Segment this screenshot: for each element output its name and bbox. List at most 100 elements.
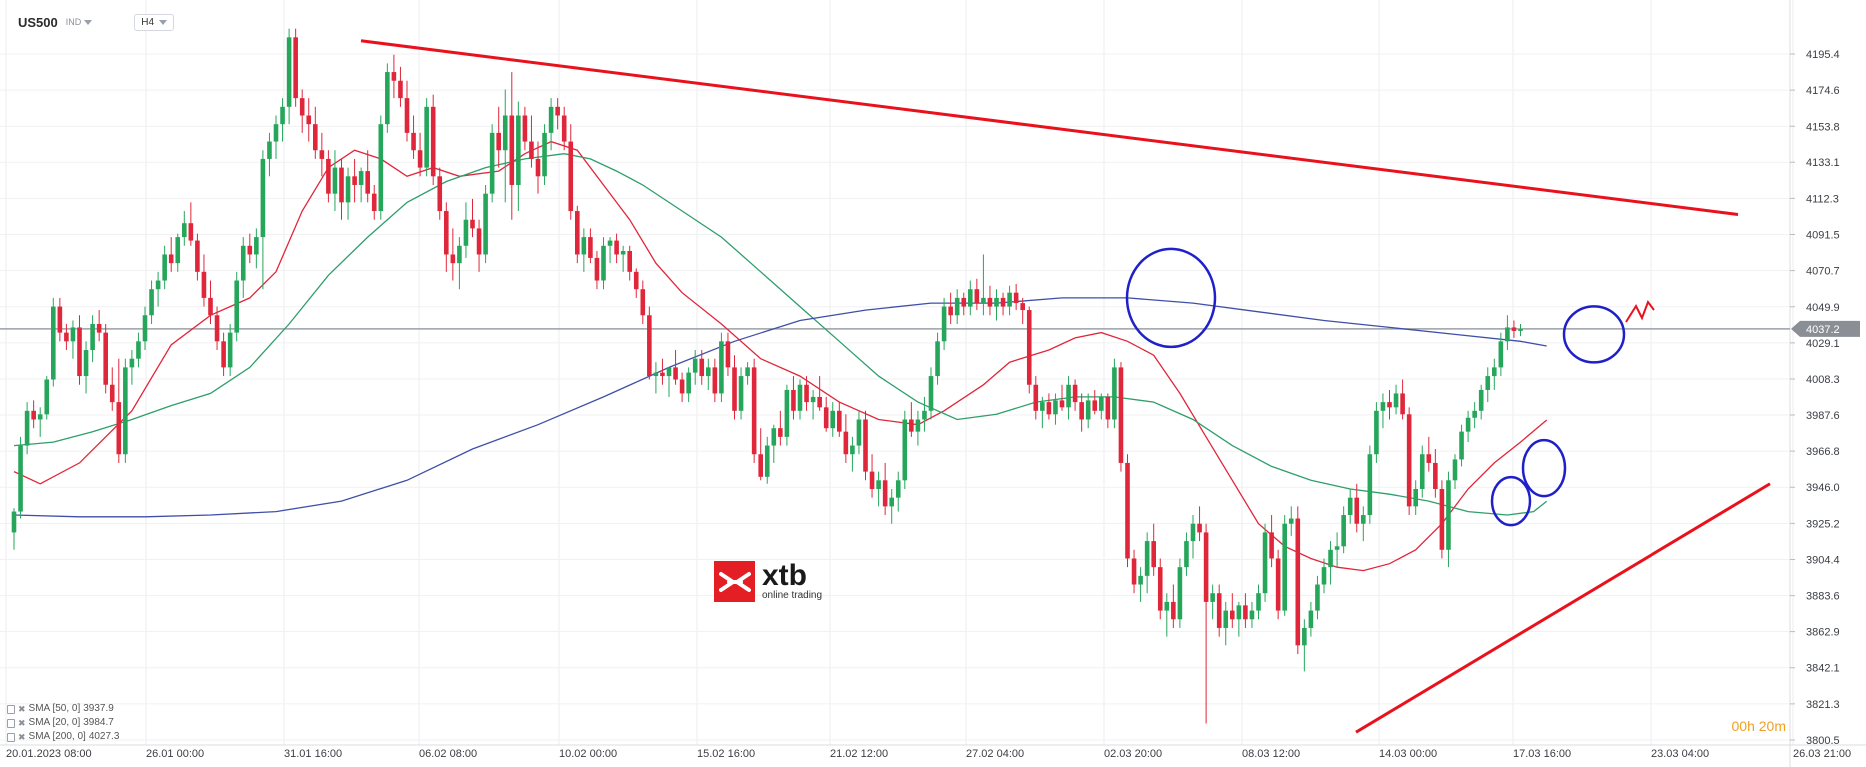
candle[interactable]: [424, 98, 429, 177]
candle[interactable]: [129, 350, 135, 385]
resistance-trendline[interactable]: [360, 39, 1739, 217]
candle[interactable]: [286, 28, 292, 125]
candle[interactable]: [699, 350, 705, 385]
candle[interactable]: [1354, 483, 1360, 533]
candle[interactable]: [221, 332, 226, 377]
candle[interactable]: [1210, 584, 1215, 620]
candle[interactable]: [470, 198, 475, 238]
settings-icon[interactable]: [7, 718, 15, 728]
candle[interactable]: [1230, 593, 1235, 628]
candle[interactable]: [378, 115, 384, 220]
candle[interactable]: [1026, 306, 1032, 394]
candle[interactable]: [70, 320, 76, 359]
candle[interactable]: [1262, 523, 1268, 602]
candle[interactable]: [568, 124, 574, 220]
legend-item-sma50[interactable]: ✖ SMA [50, 0] 3937.9: [7, 702, 119, 716]
candle[interactable]: [444, 202, 449, 272]
candle[interactable]: [1400, 379, 1405, 420]
candle[interactable]: [391, 54, 397, 99]
candle[interactable]: [627, 245, 632, 281]
candle[interactable]: [1125, 454, 1130, 568]
candle[interactable]: [1197, 506, 1202, 542]
legend-item-sma200[interactable]: ✖ SMA [200, 0] 4027.3: [7, 730, 119, 744]
candle[interactable]: [738, 367, 744, 420]
settings-icon[interactable]: [7, 704, 15, 714]
candle[interactable]: [784, 384, 790, 446]
candle[interactable]: [869, 454, 875, 498]
candle[interactable]: [1046, 393, 1052, 420]
market-dropdown[interactable]: IND: [66, 17, 93, 27]
close-icon[interactable]: ✖: [18, 704, 26, 714]
candle[interactable]: [37, 407, 43, 437]
candle[interactable]: [968, 280, 973, 316]
candle[interactable]: [44, 376, 50, 420]
candle[interactable]: [1007, 285, 1012, 316]
candle[interactable]: [594, 250, 600, 290]
highlight-circle[interactable]: [1562, 305, 1626, 364]
candle[interactable]: [168, 237, 174, 272]
candle[interactable]: [1203, 523, 1209, 724]
support-trendline[interactable]: [1355, 482, 1771, 734]
candle[interactable]: [981, 254, 986, 316]
candle[interactable]: [1472, 402, 1477, 429]
candle[interactable]: [1459, 424, 1464, 467]
candle[interactable]: [339, 158, 344, 220]
candle[interactable]: [588, 228, 593, 264]
candle[interactable]: [18, 436, 23, 519]
candle[interactable]: [1446, 471, 1451, 568]
candle[interactable]: [1099, 393, 1104, 420]
candle[interactable]: [935, 332, 940, 385]
candle[interactable]: [1419, 445, 1425, 498]
candle[interactable]: [817, 376, 822, 411]
candle[interactable]: [575, 205, 580, 264]
candle[interactable]: [24, 402, 30, 455]
candle[interactable]: [529, 115, 534, 168]
candle[interactable]: [647, 306, 652, 380]
candle[interactable]: [764, 436, 770, 484]
candle[interactable]: [856, 410, 862, 455]
candle[interactable]: [109, 367, 115, 411]
candle[interactable]: [280, 98, 285, 142]
candle[interactable]: [103, 323, 108, 394]
candle[interactable]: [313, 106, 318, 159]
candle[interactable]: [1485, 367, 1491, 403]
candle[interactable]: [837, 402, 842, 437]
candle[interactable]: [1275, 549, 1281, 620]
candle[interactable]: [1177, 558, 1183, 628]
candle[interactable]: [358, 167, 364, 203]
candle[interactable]: [1151, 523, 1156, 576]
candle[interactable]: [267, 132, 272, 177]
candle[interactable]: [843, 414, 849, 463]
candle[interactable]: [1308, 601, 1314, 637]
candle[interactable]: [398, 66, 403, 107]
candle[interactable]: [640, 280, 646, 324]
candle[interactable]: [175, 233, 181, 272]
candle[interactable]: [1013, 283, 1019, 311]
candle[interactable]: [1321, 558, 1327, 594]
candle[interactable]: [535, 141, 541, 194]
candle[interactable]: [411, 115, 416, 159]
highlight-circle[interactable]: [1490, 475, 1532, 527]
candle[interactable]: [1439, 480, 1445, 559]
candle[interactable]: [542, 124, 547, 185]
candle[interactable]: [1413, 480, 1418, 516]
candle[interactable]: [1066, 376, 1071, 420]
candle[interactable]: [1374, 402, 1379, 463]
candle[interactable]: [1282, 515, 1287, 616]
candle[interactable]: [987, 285, 993, 316]
timeframe-select[interactable]: H4: [134, 13, 175, 31]
candle[interactable]: [260, 150, 266, 290]
candle[interactable]: [522, 106, 528, 151]
candle[interactable]: [502, 89, 508, 203]
candle[interactable]: [1190, 515, 1196, 559]
candle[interactable]: [90, 315, 95, 363]
candle[interactable]: [1138, 567, 1143, 602]
candle[interactable]: [1020, 297, 1025, 324]
candle[interactable]: [1393, 384, 1399, 415]
candle[interactable]: [1112, 358, 1117, 429]
candle[interactable]: [254, 228, 259, 269]
candle[interactable]: [601, 237, 606, 290]
candle[interactable]: [778, 410, 783, 446]
candle[interactable]: [1492, 358, 1497, 390]
